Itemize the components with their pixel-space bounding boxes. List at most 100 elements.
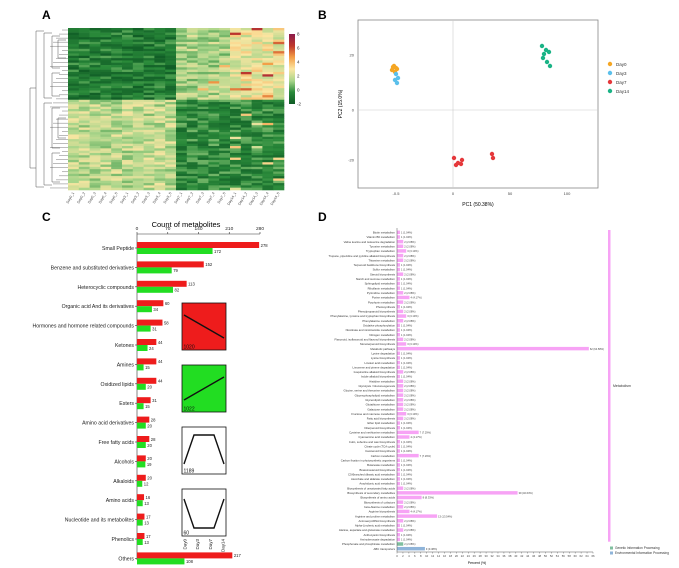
- heatmap-cell: [262, 65, 274, 68]
- heatmap-cell: [273, 139, 285, 142]
- kegg-x-tick-label: 48: [538, 554, 542, 558]
- heatmap-cell: [197, 95, 209, 98]
- heatmap-cell: [132, 55, 144, 59]
- heatmap-cell: [122, 78, 134, 82]
- heatmap-cell: [273, 111, 285, 114]
- heatmap-cell: [111, 28, 123, 31]
- heatmap-cell: [208, 85, 220, 89]
- count-value-label-green: 13: [144, 520, 149, 525]
- heatmap-cell: [154, 92, 166, 96]
- kegg-category-label: Glycerophospholipid metabolism: [355, 393, 396, 397]
- heatmap-cell: [230, 146, 242, 149]
- heatmap-cell: [219, 120, 231, 124]
- heatmap-cell: [132, 141, 144, 145]
- heatmap-cell: [251, 115, 263, 119]
- heatmap-cell: [143, 44, 155, 47]
- heatmap-cell: [197, 30, 209, 33]
- kegg-value-label: 39 (40.63%): [519, 491, 533, 495]
- count-value-label-red: 28: [151, 437, 156, 442]
- pca-point-day7: [489, 151, 495, 157]
- heatmap-cell: [240, 127, 252, 131]
- heatmap-cell: [100, 90, 112, 94]
- heatmap-cell: [122, 164, 134, 168]
- heatmap-cell: [78, 46, 90, 50]
- heatmap-cell: [143, 78, 155, 82]
- heatmap-cell: [100, 95, 112, 98]
- heatmap-cell: [122, 85, 134, 89]
- heatmap-cell: [154, 51, 166, 54]
- heatmap-cell: [165, 44, 177, 47]
- heatmap-cell: [132, 39, 144, 43]
- heatmap-cell: [273, 152, 285, 156]
- pca-point-day3: [394, 80, 400, 86]
- heatmap-sample-label: Day3_3: [141, 192, 151, 205]
- heatmap-cell: [143, 62, 155, 66]
- heatmap-cell: [154, 157, 166, 161]
- heatmap-cell: [262, 102, 274, 105]
- heatmap-cell: [240, 67, 252, 70]
- pca-x-tick-label: -0.5: [393, 191, 401, 196]
- heatmap-cell: [186, 78, 198, 82]
- heatmap-cell: [240, 83, 252, 87]
- colorbar-tick-label: 4: [297, 60, 300, 65]
- heatmap-cell: [143, 180, 155, 184]
- kegg-x-axis-label: Percent (%): [468, 561, 486, 565]
- heatmap-cell: [111, 152, 123, 156]
- kegg-category-label: Citrate cycle (TCA cycle): [364, 444, 395, 448]
- heatmap-cell: [262, 37, 274, 40]
- panel-label-d: D: [318, 210, 327, 224]
- heatmap-cell: [219, 88, 231, 91]
- heatmap-cell: [176, 162, 188, 165]
- heatmap-cell: [262, 169, 274, 172]
- heatmap-cell: [132, 67, 144, 70]
- count-category-label: Oxidized lipids: [101, 382, 135, 388]
- heatmap-cell: [111, 48, 123, 52]
- heatmap-cell: [219, 148, 231, 151]
- heatmap-cell: [154, 187, 166, 191]
- kegg-category-label: Ether lipid metabolism: [367, 421, 395, 425]
- heatmap-cell: [111, 166, 123, 170]
- heatmap-cell: [78, 180, 90, 184]
- kegg-bar: [397, 444, 400, 449]
- pca-point-day14: [547, 63, 553, 69]
- heatmap-cell: [111, 46, 123, 50]
- heatmap-cell: [176, 99, 188, 103]
- heatmap-cell: [143, 146, 155, 149]
- heatmap-cell: [186, 122, 198, 126]
- heatmap-cell: [251, 113, 263, 117]
- colorbar-tick-label: 6: [297, 46, 300, 51]
- kegg-side-bracket: Metabolism: [608, 230, 631, 542]
- heatmap-cell: [154, 99, 166, 103]
- heatmap-cell: [176, 150, 188, 154]
- colorbar-gradient: [289, 34, 295, 104]
- heatmap-cell: [219, 157, 231, 161]
- heatmap-cell: [154, 62, 166, 66]
- heatmap-cell: [78, 169, 90, 172]
- count-bar-green: [137, 480, 143, 487]
- heatmap-cell: [219, 122, 231, 126]
- heatmap-cell: [78, 157, 90, 161]
- heatmap-cell: [230, 120, 242, 124]
- heatmap-cell: [208, 134, 220, 138]
- heatmap-cell: [143, 166, 155, 170]
- heatmap-cell: [100, 97, 112, 101]
- pca-point-day7: [453, 162, 459, 168]
- heatmap-cell: [230, 185, 242, 188]
- heatmap-cell: [186, 141, 198, 145]
- heatmap-cell: [122, 30, 134, 33]
- heatmap-cell: [78, 132, 90, 135]
- heatmap-cell: [197, 146, 209, 149]
- heatmap-cell: [154, 169, 166, 172]
- heatmap-cell: [262, 28, 274, 31]
- heatmap-cell: [165, 48, 177, 52]
- heatmap-cell: [100, 183, 112, 186]
- heatmap-sample-label: Day7_1: [174, 192, 184, 205]
- heatmap-cell: [132, 92, 144, 96]
- heatmap-cell: [219, 69, 231, 73]
- kegg-category-label: Starch and sucrose metabolism: [356, 277, 396, 281]
- heatmap-cell: [132, 34, 144, 38]
- heatmap-cell: [132, 134, 144, 138]
- heatmap-cell: [111, 67, 123, 70]
- heatmap-cell: [208, 81, 220, 84]
- kegg-value-label: 1 (1.04%): [401, 472, 412, 476]
